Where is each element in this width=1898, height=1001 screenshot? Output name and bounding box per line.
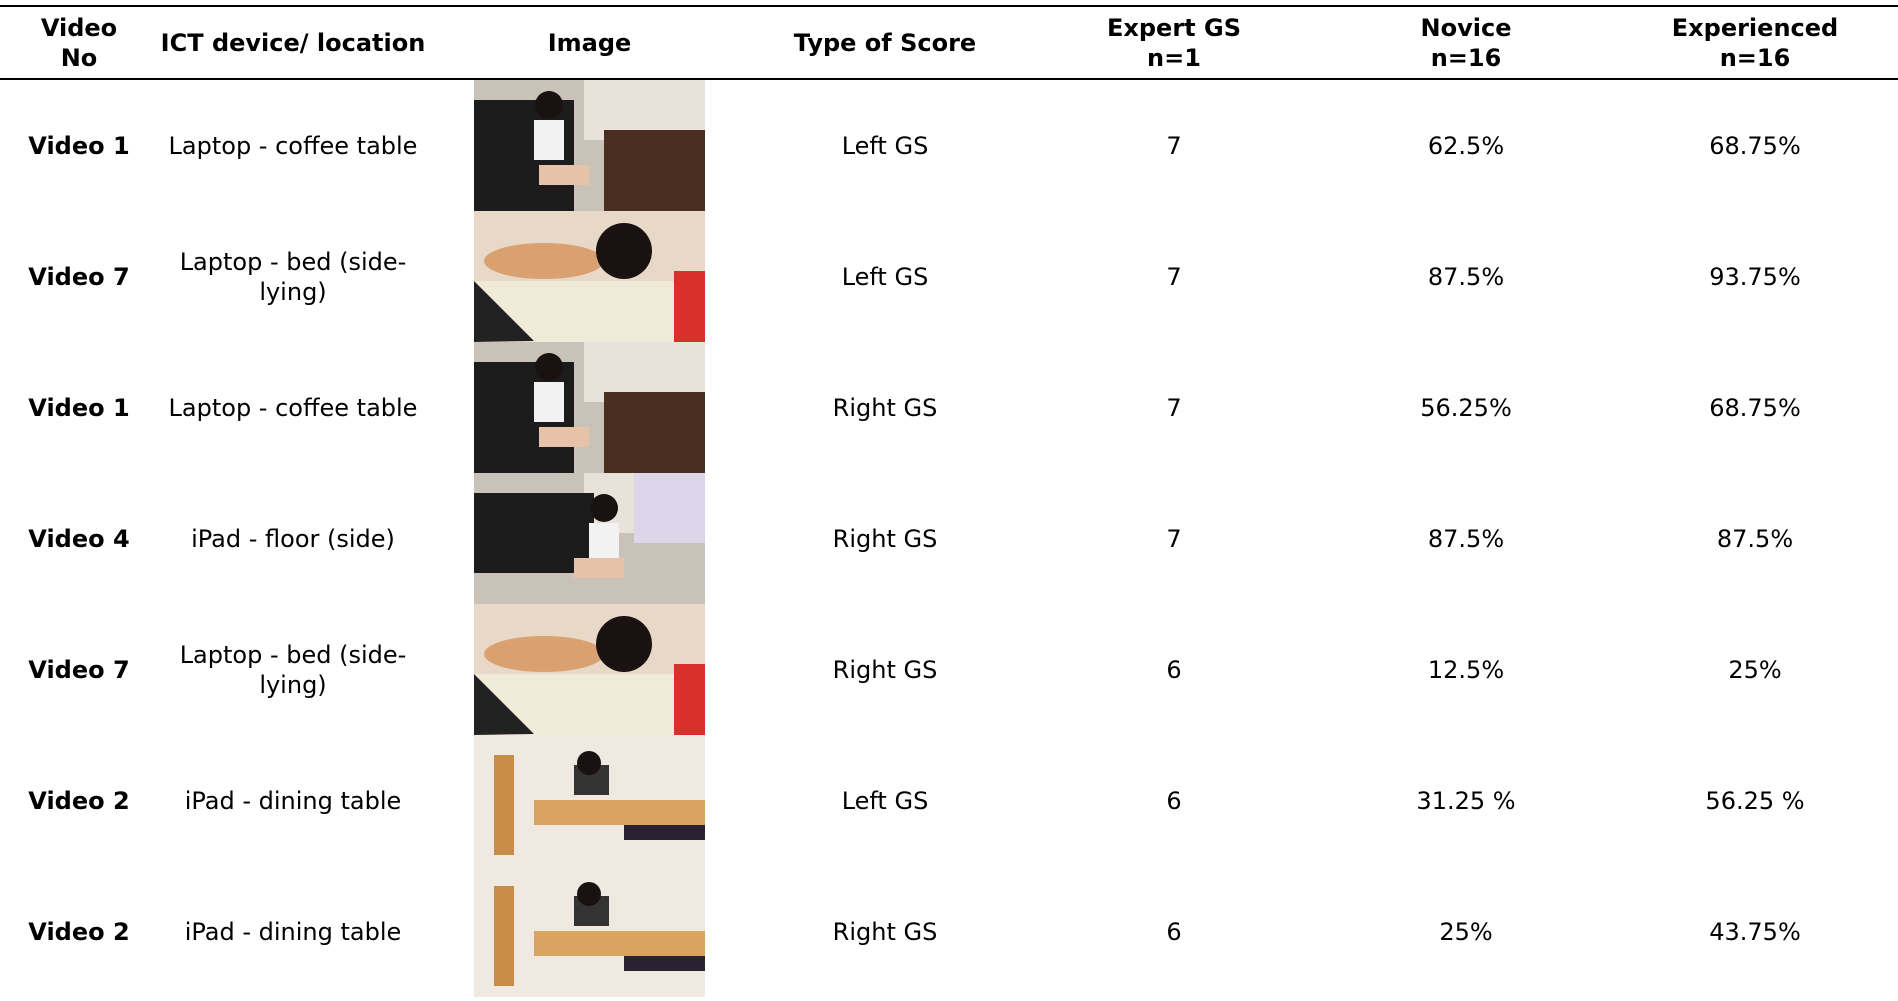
header-text: No: [60, 44, 98, 72]
table-cell: Video 1: [28, 393, 130, 422]
header-text: Image: [547, 29, 632, 57]
table-cell: 93.75%: [1709, 262, 1801, 291]
photo-shape: [534, 382, 564, 422]
header-rule: [0, 78, 1898, 80]
header-text: Novice: [1420, 14, 1512, 42]
table-cell: iPad - dining table: [184, 786, 402, 815]
header-cell: Type of Score: [760, 8, 1010, 78]
photo-shape: [577, 751, 601, 775]
photo-shape: [590, 494, 618, 522]
table-cell: 68.75%: [1709, 393, 1801, 422]
photo-shape: [534, 931, 705, 956]
photo-shape: [539, 427, 589, 447]
table-cell: Laptop - coffee table: [168, 393, 418, 422]
header-cell: Video No: [0, 8, 158, 78]
table-cell: Left GS: [841, 131, 929, 160]
video-thumbnail: [474, 735, 705, 866]
photo-shape: [574, 558, 624, 578]
table-cell: 68.75%: [1709, 131, 1801, 160]
photo-shape: [674, 664, 705, 735]
photo-shape: [535, 91, 563, 119]
video-thumbnail: [474, 211, 705, 342]
table-cell: 56.25 %: [1705, 786, 1805, 815]
table-cell: Video 2: [28, 917, 130, 946]
table-cell: Right GS: [832, 917, 938, 946]
table-cell: Video 1: [28, 131, 130, 160]
table-cell: Left GS: [841, 262, 929, 291]
table-cell: 31.25 %: [1416, 786, 1516, 815]
table-cell: 62.5%: [1427, 131, 1505, 160]
photo-shape: [484, 636, 604, 672]
top-rule: [0, 5, 1898, 7]
photo-shape: [596, 616, 652, 672]
header-text: Experienced: [1671, 14, 1839, 42]
photo-shape: [474, 674, 534, 735]
video-thumbnail: [474, 866, 705, 997]
table-cell: Right GS: [832, 655, 938, 684]
table-cell: Left GS: [841, 786, 929, 815]
photo-shape: [604, 130, 705, 211]
video-thumbnail: [474, 604, 705, 735]
photo-shape: [534, 800, 705, 825]
table-cell: 12.5%: [1427, 655, 1505, 684]
table-cell: 87.5%: [1427, 262, 1505, 291]
table-cell: 6: [1166, 786, 1182, 815]
photo-shape: [624, 956, 705, 971]
header-cell: Novice n=16: [1340, 8, 1592, 78]
header-cell: Image: [474, 8, 705, 78]
photo-shape: [534, 120, 564, 160]
table-cell: Laptop - coffee table: [168, 131, 418, 160]
table-cell: Laptop - bed (side-lying): [179, 640, 407, 699]
photo-shape: [596, 223, 652, 279]
table-cell: 87.5%: [1716, 524, 1794, 553]
photo-shape: [624, 825, 705, 840]
table-cell: 25%: [1728, 655, 1782, 684]
table-cell: iPad - floor (side): [191, 524, 395, 553]
table-cell: Video 4: [28, 524, 130, 553]
table-cell: Laptop - bed (side-lying): [179, 247, 407, 306]
header-text: Video: [40, 14, 118, 42]
photo-shape: [577, 882, 601, 906]
photo-shape: [494, 755, 514, 855]
table-cell: iPad - dining table: [184, 917, 402, 946]
table-cell: 7: [1166, 393, 1182, 422]
table-cell: 6: [1166, 655, 1182, 684]
table-cell: Right GS: [832, 393, 938, 422]
photo-shape: [474, 281, 534, 342]
video-thumbnail: [474, 342, 705, 473]
header-cell: Expert GS n=1: [1040, 8, 1308, 78]
table-cell: 87.5%: [1427, 524, 1505, 553]
table-cell: 7: [1166, 524, 1182, 553]
table-cell: Video 7: [28, 655, 130, 684]
table-cell: 43.75%: [1709, 917, 1801, 946]
photo-shape: [494, 886, 514, 986]
table-cell: Video 7: [28, 262, 130, 291]
photo-shape: [535, 353, 563, 381]
video-thumbnail: [474, 473, 705, 604]
video-thumbnail: [474, 80, 705, 211]
table-cell: Right GS: [832, 524, 938, 553]
table-cell: 7: [1166, 131, 1182, 160]
photo-shape: [674, 271, 705, 342]
photo-shape: [634, 473, 705, 543]
table-cell: 56.25%: [1420, 393, 1512, 422]
table-cell: 7: [1166, 262, 1182, 291]
photo-shape: [589, 523, 619, 563]
header-cell: ICT device/ location: [158, 8, 428, 78]
header-text: n=16: [1719, 44, 1791, 72]
header-text: n=16: [1430, 44, 1502, 72]
header-text: n=1: [1147, 44, 1201, 72]
photo-shape: [539, 165, 589, 185]
header-text: ICT device/ location: [160, 29, 426, 57]
table-cell: 25%: [1439, 917, 1493, 946]
header-text: Type of Score: [793, 29, 977, 57]
photo-shape: [484, 243, 604, 279]
header-text: Expert GS: [1107, 14, 1241, 42]
table-cell: 6: [1166, 917, 1182, 946]
header-cell: Experienced n=16: [1620, 8, 1890, 78]
table-cell: Video 2: [28, 786, 130, 815]
photo-shape: [604, 392, 705, 473]
